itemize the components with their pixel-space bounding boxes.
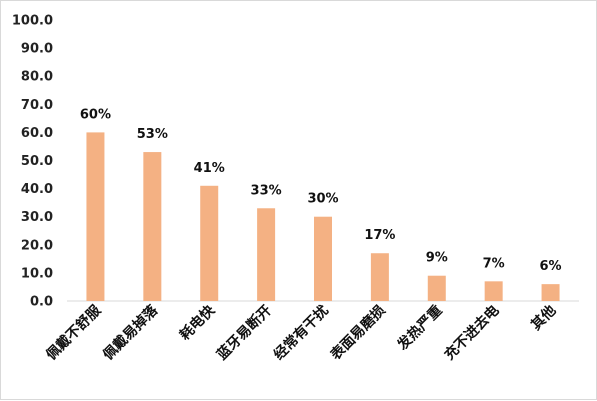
y-tick-label: 90.0 bbox=[21, 42, 53, 57]
bar bbox=[314, 216, 332, 301]
category-label: 佩戴不舒服 bbox=[43, 301, 105, 363]
data-label: 9% bbox=[426, 251, 448, 266]
y-axis-ticks: 0.0 10.0 20.0 30.0 40.0 50.0 60.0 70.0 80.0 90.0 1… bbox=[12, 14, 53, 310]
bar bbox=[427, 275, 446, 301]
data-label: 41% bbox=[194, 161, 225, 176]
bars-group bbox=[86, 132, 560, 301]
bar bbox=[143, 152, 162, 301]
category-label: 其他 bbox=[528, 302, 560, 334]
bar bbox=[257, 208, 276, 301]
data-label: 6% bbox=[540, 259, 562, 274]
data-label: 17% bbox=[364, 228, 395, 243]
category-label: 蓝牙易断开 bbox=[213, 302, 275, 364]
data-label: 53% bbox=[137, 127, 168, 142]
data-label: 30% bbox=[307, 192, 338, 207]
y-tick-label: 50.0 bbox=[21, 154, 53, 169]
y-tick-label: 20.0 bbox=[21, 238, 53, 253]
bar bbox=[200, 185, 219, 301]
data-label: 33% bbox=[251, 183, 282, 198]
y-tick-label: 10.0 bbox=[21, 266, 53, 281]
category-label: 耗电快 bbox=[176, 301, 218, 343]
bar bbox=[86, 132, 105, 301]
data-label: 7% bbox=[483, 256, 505, 271]
category-label: 充不进去电 bbox=[441, 302, 503, 364]
y-tick-label: 0.0 bbox=[30, 295, 53, 310]
data-labels-group: 60% 53% 41% 33% 30% 17% 9% 7% 6% bbox=[80, 107, 562, 274]
y-tick-label: 30.0 bbox=[21, 210, 53, 225]
y-tick-label: 60.0 bbox=[21, 126, 53, 141]
data-label: 60% bbox=[80, 107, 111, 122]
y-tick-label: 70.0 bbox=[21, 98, 53, 113]
category-label: 经常有干扰 bbox=[270, 302, 332, 364]
bar bbox=[484, 281, 503, 301]
bar bbox=[541, 284, 560, 301]
y-tick-label: 80.0 bbox=[21, 70, 53, 85]
category-label: 佩戴易掉落 bbox=[100, 301, 162, 363]
y-tick-label: 100.0 bbox=[12, 14, 53, 29]
bar bbox=[370, 253, 389, 301]
category-label: 发热严重 bbox=[393, 302, 445, 354]
category-label: 表面易磨损 bbox=[326, 302, 388, 364]
y-tick-label: 40.0 bbox=[21, 182, 53, 197]
